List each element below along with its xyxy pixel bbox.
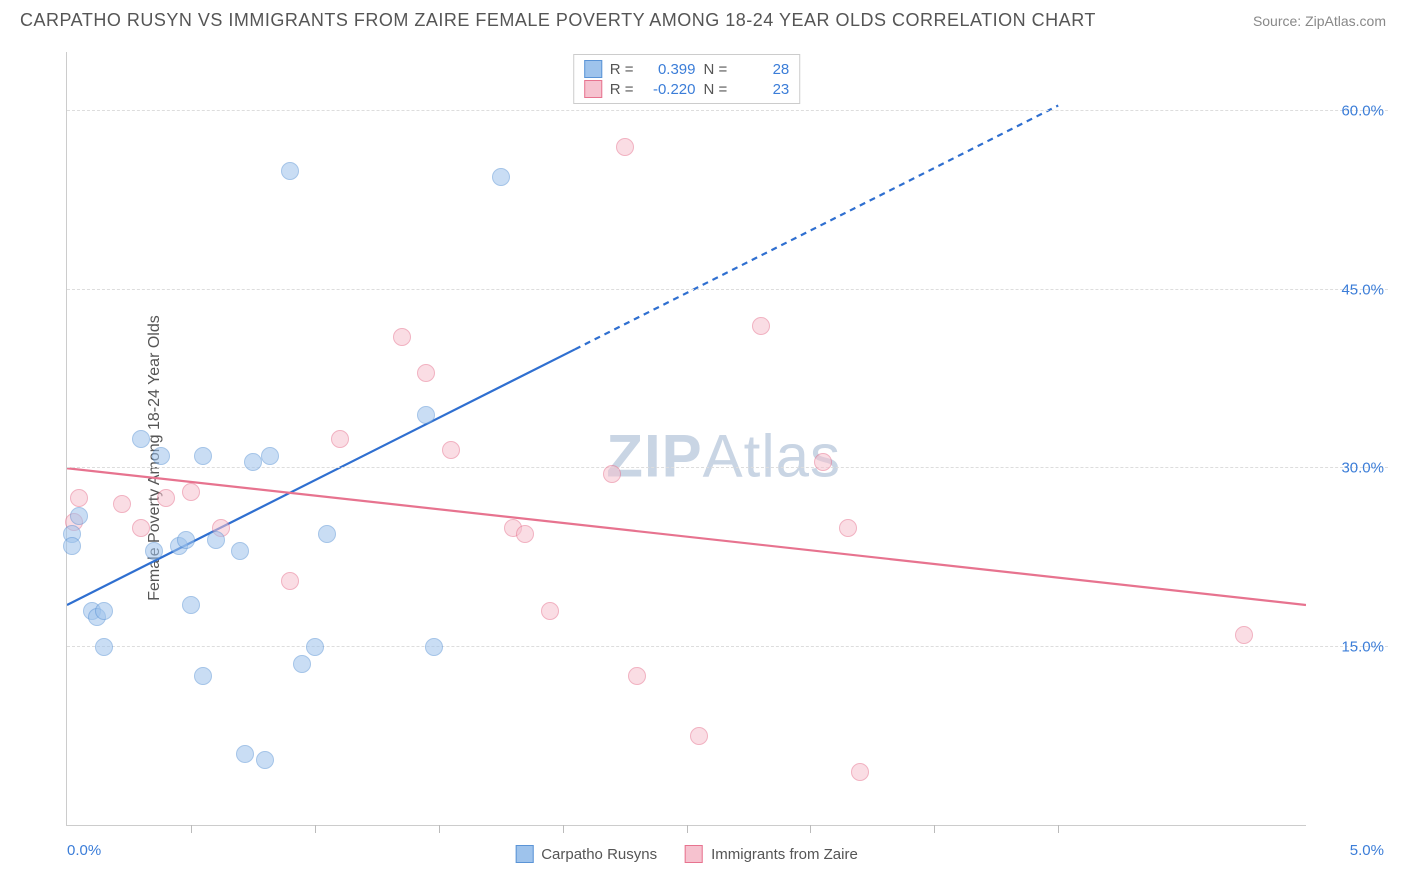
watermark: ZIPAtlas (606, 422, 841, 491)
legend-item-carpatho: Carpatho Rusyns (515, 845, 657, 863)
zaire-point (70, 489, 88, 507)
gridline (67, 467, 1388, 468)
stats-box: R = 0.399 N = 28 R = -0.220 N = 23 (573, 54, 801, 104)
r-value-carpatho: 0.399 (642, 61, 696, 78)
x-tick (1058, 825, 1059, 833)
carpatho-point (177, 531, 195, 549)
carpatho-point (95, 638, 113, 656)
y-tick-label: 45.0% (1314, 281, 1384, 298)
swatch-carpatho (584, 60, 602, 78)
zaire-point (839, 519, 857, 537)
x-axis-right-label: 5.0% (1350, 842, 1384, 859)
y-tick-label: 15.0% (1314, 638, 1384, 655)
x-tick (687, 825, 688, 833)
carpatho-point (293, 655, 311, 673)
chart-container: Female Poverty Among 18-24 Year Olds ZIP… (18, 42, 1388, 874)
trend-lines (67, 52, 1306, 825)
stats-row-carpatho: R = 0.399 N = 28 (584, 59, 790, 79)
carpatho-point (281, 162, 299, 180)
r-label: R = (610, 81, 634, 98)
gridline (67, 646, 1388, 647)
zaire-point (157, 489, 175, 507)
zaire-point (182, 483, 200, 501)
zaire-point (417, 364, 435, 382)
swatch-zaire (685, 845, 703, 863)
zaire-point (628, 667, 646, 685)
swatch-carpatho (515, 845, 533, 863)
zaire-point (442, 441, 460, 459)
zaire-point (516, 525, 534, 543)
r-value-zaire: -0.220 (642, 81, 696, 98)
n-value-zaire: 23 (735, 81, 789, 98)
gridline (67, 289, 1388, 290)
y-tick-label: 30.0% (1314, 460, 1384, 477)
carpatho-point (417, 406, 435, 424)
carpatho-point (256, 751, 274, 769)
r-label: R = (610, 61, 634, 78)
zaire-point (690, 727, 708, 745)
x-tick (439, 825, 440, 833)
zaire-point (113, 495, 131, 513)
plot-area: ZIPAtlas R = 0.399 N = 28 R = -0.220 N =… (66, 52, 1306, 826)
x-tick (934, 825, 935, 833)
carpatho-point (152, 447, 170, 465)
x-axis-left-label: 0.0% (67, 842, 101, 859)
y-tick-label: 60.0% (1314, 103, 1384, 120)
x-tick (563, 825, 564, 833)
carpatho-point (182, 596, 200, 614)
x-tick (315, 825, 316, 833)
n-value-carpatho: 28 (735, 61, 789, 78)
carpatho-point (492, 168, 510, 186)
carpatho-point (318, 525, 336, 543)
stats-row-zaire: R = -0.220 N = 23 (584, 79, 790, 99)
carpatho-point (207, 531, 225, 549)
carpatho-point (63, 537, 81, 555)
zaire-point (393, 328, 411, 346)
n-label: N = (704, 61, 728, 78)
carpatho-point (95, 602, 113, 620)
zaire-point (132, 519, 150, 537)
zaire-point (1235, 626, 1253, 644)
watermark-zip: ZIP (606, 423, 702, 490)
carpatho-point (261, 447, 279, 465)
zaire-point (603, 465, 621, 483)
carpatho-point (306, 638, 324, 656)
legend-label-carpatho: Carpatho Rusyns (541, 846, 657, 863)
carpatho-point (194, 667, 212, 685)
carpatho-point (194, 447, 212, 465)
gridline (67, 110, 1388, 111)
zaire-point (616, 138, 634, 156)
zaire-point (752, 317, 770, 335)
x-tick (810, 825, 811, 833)
zaire-point (331, 430, 349, 448)
carpatho-point (132, 430, 150, 448)
x-tick (191, 825, 192, 833)
zaire-point (851, 763, 869, 781)
swatch-zaire (584, 80, 602, 98)
carpatho-point (244, 453, 262, 471)
zaire-point (541, 602, 559, 620)
carpatho-point (236, 745, 254, 763)
n-label: N = (704, 81, 728, 98)
carpatho-point (145, 542, 163, 560)
source-label: Source: ZipAtlas.com (1253, 13, 1386, 29)
carpatho-point (70, 507, 88, 525)
legend-label-zaire: Immigrants from Zaire (711, 846, 858, 863)
zaire-point (814, 453, 832, 471)
carpatho-point (231, 542, 249, 560)
legend: Carpatho Rusyns Immigrants from Zaire (515, 845, 858, 863)
carpatho-point (425, 638, 443, 656)
legend-item-zaire: Immigrants from Zaire (685, 845, 858, 863)
chart-title: CARPATHO RUSYN VS IMMIGRANTS FROM ZAIRE … (20, 10, 1096, 31)
zaire-point (281, 572, 299, 590)
